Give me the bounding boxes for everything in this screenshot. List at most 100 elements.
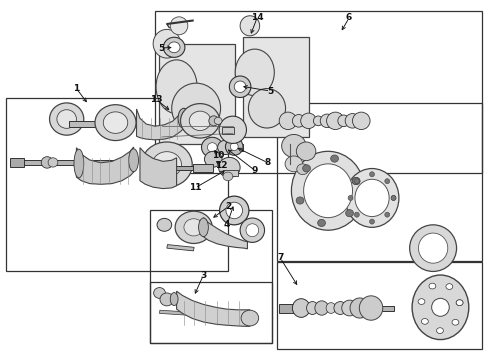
Ellipse shape <box>418 233 448 263</box>
Ellipse shape <box>223 172 233 181</box>
Ellipse shape <box>163 37 185 57</box>
Ellipse shape <box>154 288 165 298</box>
Ellipse shape <box>246 224 259 237</box>
Text: 13: 13 <box>150 95 162 104</box>
Ellipse shape <box>226 202 243 219</box>
Ellipse shape <box>315 301 329 315</box>
Ellipse shape <box>348 195 353 201</box>
Bar <box>223 170 238 176</box>
Ellipse shape <box>354 179 359 184</box>
Ellipse shape <box>342 300 357 316</box>
Ellipse shape <box>175 211 212 243</box>
Ellipse shape <box>345 113 360 128</box>
Ellipse shape <box>204 151 222 167</box>
Ellipse shape <box>359 296 383 320</box>
Text: 5: 5 <box>267 86 273 95</box>
Ellipse shape <box>142 142 192 187</box>
Bar <box>171 166 212 170</box>
Text: 8: 8 <box>265 158 271 167</box>
Ellipse shape <box>41 157 53 168</box>
Ellipse shape <box>49 103 84 135</box>
Bar <box>150 282 272 343</box>
Ellipse shape <box>198 218 208 237</box>
Ellipse shape <box>292 151 365 230</box>
Ellipse shape <box>334 302 346 315</box>
Text: 14: 14 <box>251 13 264 22</box>
Ellipse shape <box>437 328 443 333</box>
Bar <box>150 211 272 343</box>
Ellipse shape <box>170 17 188 35</box>
Text: 3: 3 <box>200 270 207 279</box>
Ellipse shape <box>218 140 233 154</box>
Ellipse shape <box>421 319 428 324</box>
Bar <box>243 37 309 137</box>
Ellipse shape <box>160 293 173 306</box>
Text: 7: 7 <box>277 253 283 262</box>
Ellipse shape <box>178 108 190 129</box>
Bar <box>277 262 482 348</box>
Bar <box>155 12 482 173</box>
Ellipse shape <box>452 319 459 325</box>
Ellipse shape <box>456 300 463 306</box>
Ellipse shape <box>156 60 197 114</box>
Bar <box>279 304 295 313</box>
Ellipse shape <box>410 225 457 271</box>
Ellipse shape <box>352 177 360 185</box>
Text: 10: 10 <box>212 151 224 160</box>
Ellipse shape <box>345 210 353 217</box>
Ellipse shape <box>74 149 84 178</box>
Polygon shape <box>140 148 176 189</box>
Ellipse shape <box>219 116 246 143</box>
Bar <box>13 160 125 165</box>
Ellipse shape <box>48 158 58 167</box>
Ellipse shape <box>170 293 178 306</box>
Ellipse shape <box>301 113 317 129</box>
Ellipse shape <box>429 283 436 289</box>
Ellipse shape <box>225 138 243 155</box>
Ellipse shape <box>385 212 390 217</box>
Ellipse shape <box>369 172 374 177</box>
Text: 11: 11 <box>189 183 201 192</box>
Text: 6: 6 <box>346 13 352 22</box>
Bar <box>159 310 187 315</box>
Ellipse shape <box>418 299 425 305</box>
Ellipse shape <box>307 302 318 315</box>
Ellipse shape <box>293 114 305 127</box>
Ellipse shape <box>184 219 203 236</box>
Ellipse shape <box>230 143 238 150</box>
Ellipse shape <box>234 81 246 93</box>
Ellipse shape <box>95 105 136 140</box>
Ellipse shape <box>209 116 219 126</box>
Ellipse shape <box>57 110 76 129</box>
Ellipse shape <box>354 212 359 217</box>
Ellipse shape <box>391 195 396 201</box>
Ellipse shape <box>189 111 211 131</box>
Ellipse shape <box>320 114 334 127</box>
Ellipse shape <box>103 112 128 134</box>
Ellipse shape <box>157 219 171 231</box>
Bar <box>193 164 213 172</box>
Ellipse shape <box>248 89 286 128</box>
Ellipse shape <box>207 143 217 152</box>
Ellipse shape <box>282 134 306 157</box>
Ellipse shape <box>352 112 370 130</box>
Ellipse shape <box>296 142 316 161</box>
Ellipse shape <box>352 177 360 185</box>
Bar <box>206 144 243 150</box>
Polygon shape <box>137 108 184 140</box>
Ellipse shape <box>385 179 390 184</box>
Ellipse shape <box>314 116 323 126</box>
Ellipse shape <box>240 16 260 36</box>
Ellipse shape <box>229 76 251 98</box>
Ellipse shape <box>296 197 304 204</box>
Ellipse shape <box>214 117 222 125</box>
Bar <box>167 244 194 251</box>
Polygon shape <box>176 291 250 326</box>
Text: 5: 5 <box>158 44 164 53</box>
Ellipse shape <box>220 196 249 225</box>
Bar <box>69 121 101 127</box>
Text: 4: 4 <box>224 220 230 229</box>
Text: 12: 12 <box>215 161 228 170</box>
Ellipse shape <box>152 152 181 177</box>
Bar <box>221 127 234 134</box>
